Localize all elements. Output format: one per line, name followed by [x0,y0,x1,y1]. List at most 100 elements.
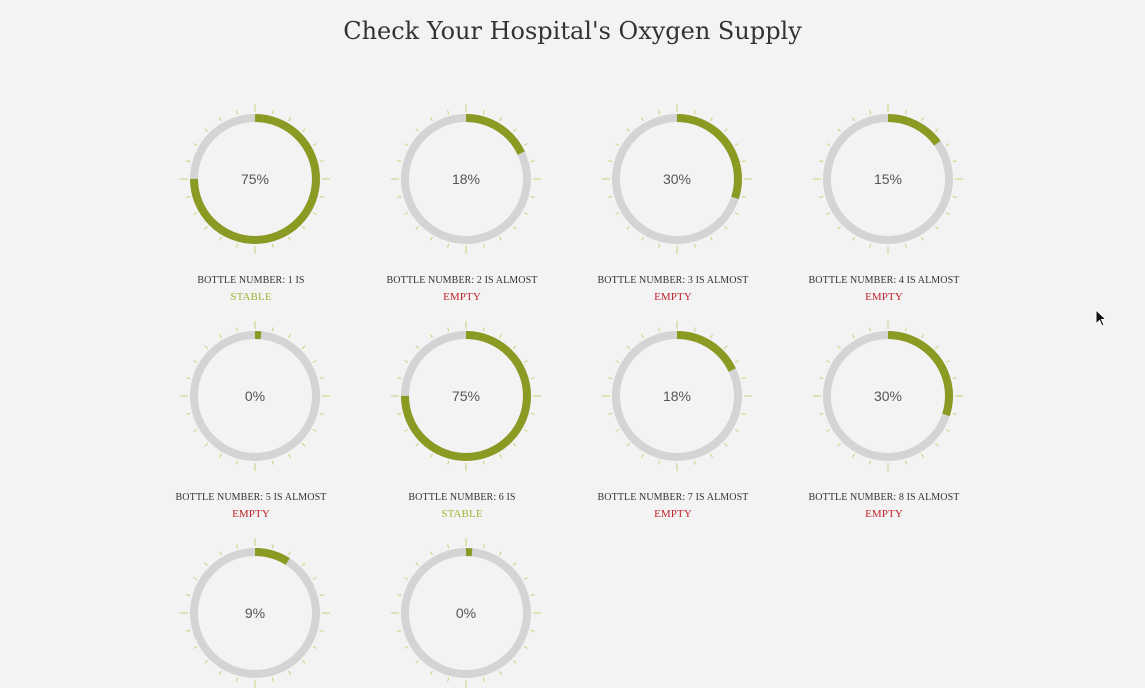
gauge-tick [608,377,613,380]
gauge-tick [826,212,831,215]
gauge-tick [945,429,950,432]
gauge-tick [499,453,502,458]
gauge-tick [513,128,517,132]
gauge-tick [430,551,433,556]
gauge-fill [190,114,320,244]
gauge-tick [952,195,957,198]
gauge-tick [312,429,317,432]
gauge-tick [319,629,324,632]
gauge-tick [204,128,208,132]
gauge-tick [186,160,191,163]
oxygen-gauge: 0% [180,321,330,471]
gauge-tick [819,160,824,163]
gauge-tick [741,160,746,163]
gauge-tick [219,334,222,339]
gauge-tick [952,377,957,380]
gauge-tick [397,629,402,632]
oxygen-gauge: 30% [602,104,752,254]
gauge-tick [935,226,939,230]
gauge-fill [401,331,531,461]
gauge-fill [612,331,742,461]
gauge-tick [530,629,535,632]
gauge-tick [710,334,713,339]
gauge-tick [945,212,950,215]
gauge-tick [869,460,872,465]
oxygen-gauge: 30% [813,321,963,471]
gauge-tick [236,460,239,465]
oxygen-gauge: 9% [180,538,330,688]
gauge-tick [193,429,198,432]
gauge-tick [724,226,728,230]
gauge-tick [641,334,644,339]
gauge-tick [513,226,517,230]
gauge-tick [288,117,291,122]
gauge-tick [658,110,661,115]
gauge-tick [658,243,661,248]
gauge-tick [921,334,924,339]
gauge-tick [186,195,191,198]
bottle-caption: BOTTLE NUMBER: 4 IS ALMOST [808,275,960,286]
gauge-tick [904,243,907,248]
gauge-tick [397,377,402,380]
gauge-tick [302,443,306,447]
gauge-tick [741,412,746,415]
bottle-label: BOTTLE NUMBER: 5 IS ALMOST EMPTY [151,490,351,522]
gauge-tick [319,377,324,380]
gauge-tick [945,360,950,363]
gauge-tick [404,429,409,432]
gauge-tick [921,236,924,241]
gauge-tick [430,236,433,241]
bottle-caption: BOTTLE NUMBER: 5 IS ALMOST [175,492,327,503]
gauge-tick [826,360,831,363]
bottle-status: EMPTY [865,291,903,303]
gauge-tick [499,236,502,241]
gauge-tick [615,212,620,215]
gauge-tick [626,226,630,230]
gauge-tick [482,327,485,332]
gauge-tick [935,345,939,349]
gauge-tick [193,360,198,363]
gauge-tick [219,236,222,241]
gauge-tick [499,117,502,122]
gauge-tick [204,562,208,566]
bottle-label: BOTTLE NUMBER: 1 IS STABLE [151,273,351,305]
gauge-tick [530,195,535,198]
gauge-fill [401,114,531,244]
gauge-tick [204,443,208,447]
gauge-tick [204,345,208,349]
gauge-tick [921,117,924,122]
gauge-tick [693,327,696,332]
gauge-tick [204,226,208,230]
gauge-tick [482,243,485,248]
gauge-tick [641,236,644,241]
gauge-tick [724,128,728,132]
gauge-tick [952,412,957,415]
bottle-caption: BOTTLE NUMBER: 6 IS [408,492,516,503]
gauge-tick [693,460,696,465]
gauge-tick [626,128,630,132]
bottle-status: STABLE [230,291,272,303]
mouse-cursor-icon [1095,309,1107,327]
gauge-tick [236,110,239,115]
gauge-percent: 30% [873,388,903,404]
gauge-tick [724,345,728,349]
gauge-tick [734,143,739,146]
gauge-fill [190,548,320,678]
gauge-percent: 75% [240,171,270,187]
gauge-tick [193,212,198,215]
bottle-caption: BOTTLE NUMBER: 8 IS ALMOST [808,492,960,503]
gauge-tick [513,345,517,349]
gauge-tick [288,551,291,556]
gauge-tick [523,577,528,580]
gauge-tick [741,377,746,380]
gauge-tick [482,460,485,465]
gauge-tick [904,110,907,115]
gauge-tick [869,327,872,332]
gauge-tick [608,160,613,163]
bottle-label: BOTTLE NUMBER: 2 IS ALMOST EMPTY [362,273,562,305]
gauge-percent: 0% [455,605,477,621]
gauge-tick [852,117,855,122]
gauge-tick [826,143,831,146]
bottle-status: STABLE [441,508,483,520]
gauge-tick [658,327,661,332]
